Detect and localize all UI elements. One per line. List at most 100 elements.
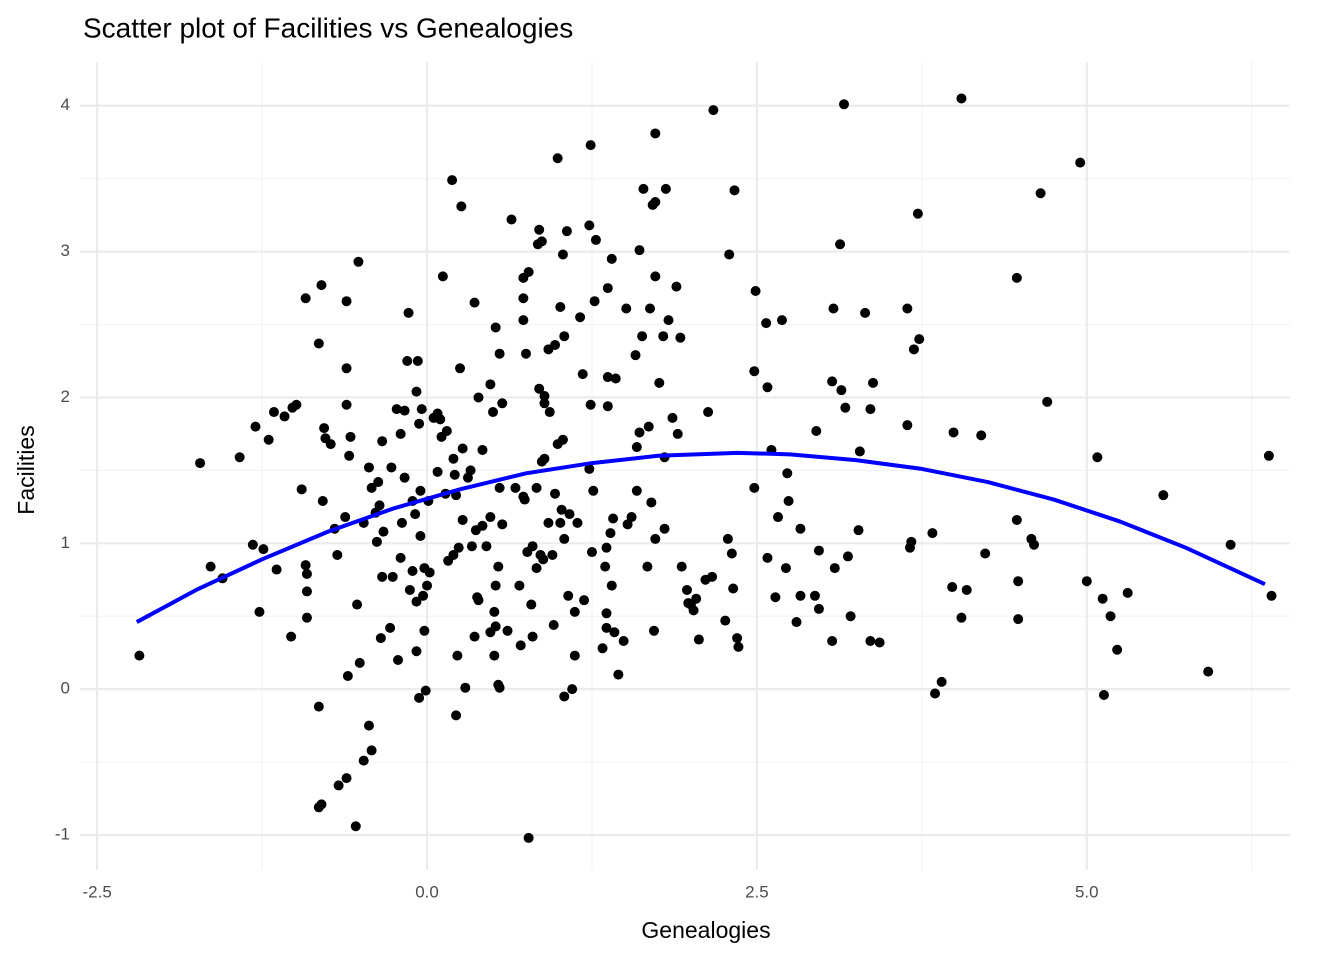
point [519,494,530,505]
point [363,720,374,731]
point [422,580,433,591]
point [1105,611,1116,622]
point [577,369,588,380]
point [453,542,464,553]
point [854,446,865,457]
point [497,398,508,409]
point [724,249,735,260]
point [557,434,568,445]
point [1011,272,1022,283]
point [722,533,733,544]
point [1035,188,1046,199]
point [234,452,245,463]
point [481,541,492,552]
point [564,509,575,520]
point [1203,666,1214,677]
point [449,469,460,480]
point [502,625,513,636]
point [569,606,580,617]
point [418,590,429,601]
point [868,377,879,388]
point [316,799,327,810]
y-tick-label: 1 [61,533,70,552]
point [539,390,550,401]
x-tick-label: -2.5 [83,882,112,901]
point [410,509,421,520]
point [902,303,913,314]
point [770,592,781,603]
point [317,496,328,507]
point [134,650,145,661]
point [371,536,382,547]
point [782,468,793,479]
point [606,253,617,264]
point [1122,587,1133,598]
point [602,283,613,294]
point [399,405,410,416]
point [325,439,336,450]
point [518,293,529,304]
point [813,603,824,614]
point [411,596,422,607]
point [1097,593,1108,604]
point [420,685,431,696]
point [536,236,547,247]
point [829,563,840,574]
point [676,561,687,572]
point [350,821,361,832]
point [437,271,448,282]
point [795,590,806,601]
point [601,542,612,553]
point [415,485,426,496]
point [412,355,423,366]
point [956,612,967,623]
point [396,517,407,528]
point [672,428,683,439]
point [828,303,839,314]
point [547,549,558,560]
point [914,334,925,345]
point [279,411,290,422]
point [469,631,480,642]
point [1098,689,1109,700]
point [853,525,864,536]
point [572,517,583,528]
point [703,407,714,418]
point [658,331,669,342]
point [271,564,282,575]
point [465,465,476,476]
point [567,684,578,695]
point [762,552,773,563]
point [506,214,517,225]
point [411,386,422,397]
point [473,595,484,606]
point [466,541,477,552]
point [416,404,427,415]
point [534,224,545,235]
point [435,414,446,425]
point [1075,157,1086,168]
point [605,528,616,539]
point [1013,614,1024,625]
point [1011,514,1022,525]
point [762,382,773,393]
point [642,561,653,572]
point [531,563,542,574]
point [634,427,645,438]
point [414,418,425,429]
point [613,669,624,680]
point [296,484,307,495]
point [352,599,363,610]
point [663,315,674,326]
point [590,234,601,245]
point [523,267,534,278]
point [341,773,352,784]
point [749,366,760,377]
y-tick-label: 2 [61,387,70,406]
point [490,322,501,333]
point [301,586,312,597]
point [539,453,550,464]
point [563,590,574,601]
point [1112,644,1123,655]
